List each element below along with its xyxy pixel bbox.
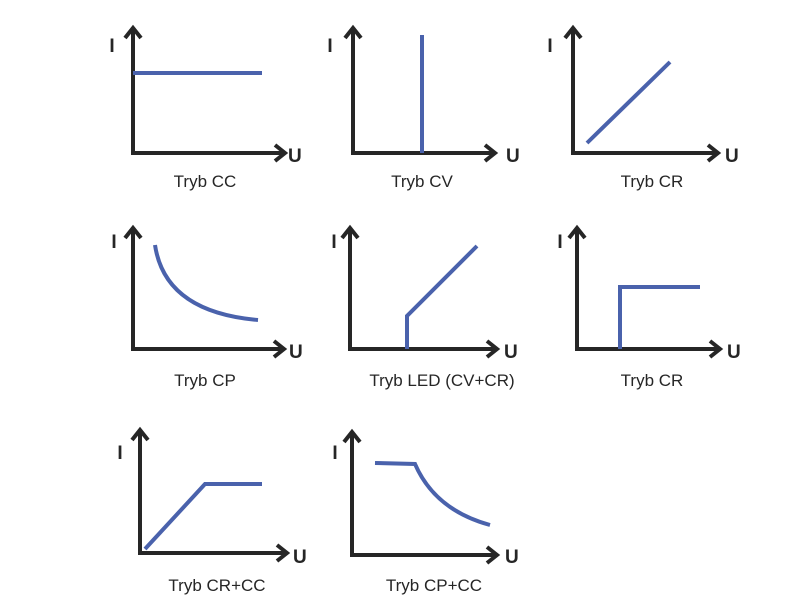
x-axis-label: U — [506, 146, 520, 167]
x-axis-arrow-icon — [273, 143, 289, 163]
y-axis-label: I — [117, 443, 122, 464]
characteristic-curve — [153, 244, 259, 322]
characteristic-curve — [585, 60, 672, 145]
mode-caption: Tryb CR — [621, 172, 684, 191]
mode-panel: I U Tryb LED (CV+CR) — [331, 224, 518, 390]
x-axis-arrow-icon — [485, 545, 501, 565]
y-axis-arrow-icon — [342, 428, 362, 444]
x-axis-label: U — [288, 146, 302, 167]
mode-caption: Tryb LED (CV+CR) — [369, 371, 514, 390]
mode-panel: I U Tryb CC — [109, 24, 302, 191]
mode-panel: I U Tryb CR+CC — [117, 426, 307, 595]
mode-panel: I U Tryb CR — [557, 224, 741, 390]
mode-caption: Tryb CP — [174, 371, 236, 390]
mode-caption: Tryb CV — [391, 172, 453, 191]
y-axis-label: I — [557, 232, 562, 253]
x-axis-arrow-icon — [272, 339, 288, 359]
y-axis-arrow-icon — [123, 24, 143, 40]
y-axis-arrow-icon — [340, 224, 360, 240]
y-axis-label: I — [547, 36, 552, 57]
y-axis-arrow-icon — [343, 24, 363, 40]
x-axis-arrow-icon — [708, 339, 724, 359]
x-axis-arrow-icon — [275, 543, 291, 563]
y-axis-label: I — [327, 36, 332, 57]
y-axis-label: I — [331, 232, 336, 253]
mode-caption: Tryb CR — [621, 371, 684, 390]
x-axis-label: U — [727, 342, 741, 363]
characteristic-curve — [374, 461, 491, 527]
x-axis-label: U — [504, 342, 518, 363]
mode-caption: Tryb CP+CC — [386, 576, 482, 595]
y-axis-label: I — [332, 443, 337, 464]
y-axis-arrow-icon — [567, 224, 587, 240]
x-axis-arrow-icon — [706, 143, 722, 163]
y-axis-arrow-icon — [563, 24, 583, 40]
mode-panel: I U Tryb CP+CC — [332, 428, 519, 595]
mode-panel: I U Tryb CV — [327, 24, 520, 191]
x-axis-label: U — [725, 146, 739, 167]
y-axis-label: I — [109, 36, 114, 57]
characteristic-curve — [143, 482, 262, 551]
mode-panel: I U Tryb CP — [111, 224, 303, 390]
x-axis-label: U — [505, 547, 519, 568]
mode-panel: I U Tryb CR — [547, 24, 739, 191]
x-axis-arrow-icon — [483, 143, 499, 163]
characteristic-curve — [618, 285, 700, 349]
y-axis-arrow-icon — [130, 426, 150, 442]
mode-caption: Tryb CC — [174, 172, 237, 191]
x-axis-label: U — [293, 547, 307, 568]
x-axis-arrow-icon — [485, 339, 501, 359]
mode-caption: Tryb CR+CC — [168, 576, 265, 595]
x-axis-label: U — [289, 342, 303, 363]
characteristic-curve — [405, 244, 479, 349]
y-axis-arrow-icon — [123, 224, 143, 240]
y-axis-label: I — [111, 232, 116, 253]
